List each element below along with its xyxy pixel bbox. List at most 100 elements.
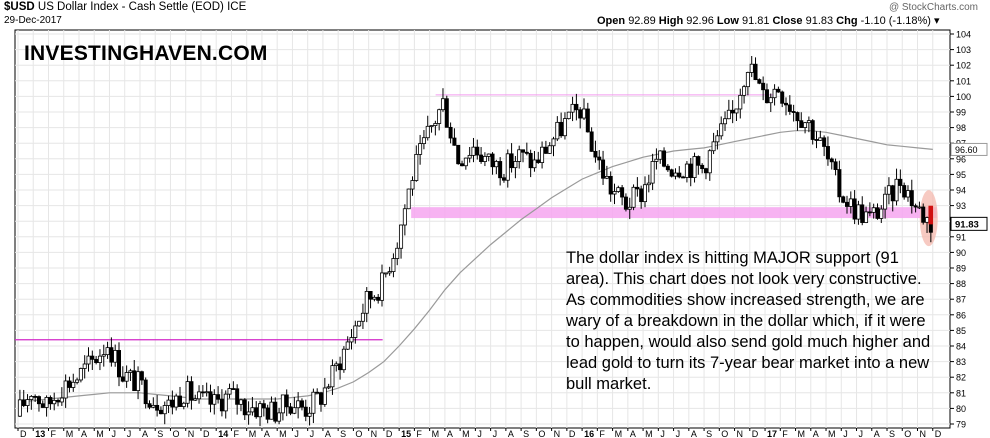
y-tick-label: 87	[956, 295, 966, 305]
x-tick-label: A	[142, 429, 148, 438]
close-value: 91.83	[805, 15, 834, 27]
candle-body	[848, 198, 853, 207]
x-tick-label: O	[172, 429, 179, 438]
candle-body	[540, 146, 545, 163]
candle-body	[322, 387, 327, 405]
candle-body	[467, 154, 472, 159]
candle-body	[856, 204, 861, 220]
x-tick-label: S	[706, 429, 712, 438]
candle-body	[117, 350, 122, 378]
candle-body	[684, 163, 689, 178]
candle-body	[433, 123, 438, 126]
chg-value: -1.10 (-1.18%)	[860, 15, 931, 27]
candle-body	[242, 399, 247, 416]
candle-body	[395, 247, 400, 259]
candle-body	[886, 185, 891, 195]
candle-body	[601, 159, 606, 179]
candle-body	[501, 177, 506, 181]
close-value-badge	[950, 216, 988, 231]
candle-body	[639, 188, 644, 203]
candle-body	[216, 394, 221, 400]
brand-watermark: INVESTINGHAVEN.COM	[24, 42, 268, 65]
candle-body	[913, 205, 918, 208]
close-label: Close	[772, 15, 803, 27]
x-tick-label: F	[50, 429, 56, 438]
price-badges: 96.60 91.83	[950, 142, 988, 231]
candle-body	[852, 198, 857, 220]
candle-body	[155, 404, 160, 411]
candle-body	[174, 395, 179, 408]
candle-body	[482, 155, 487, 162]
candle-body	[440, 98, 445, 111]
stockcharts-credit: @ StockCharts.com	[888, 2, 978, 13]
x-tick-label: J	[294, 429, 299, 438]
candle-body	[742, 86, 747, 96]
x-tick-label: J	[676, 429, 681, 438]
chevron-down-icon[interactable]: ▾	[934, 15, 940, 27]
candle-body	[296, 400, 301, 409]
x-tick-label: A	[630, 429, 636, 438]
candle-body	[197, 391, 202, 400]
candle-body	[905, 190, 910, 198]
y-tick-label: 85	[956, 326, 966, 336]
candle-body	[650, 161, 655, 184]
high-value: 92.96	[686, 15, 714, 27]
candle-body	[890, 185, 895, 202]
candle-body	[193, 398, 198, 401]
y-tick-label: 91	[956, 232, 966, 242]
candle-body	[806, 120, 811, 124]
candle-body	[509, 153, 514, 169]
candle-body	[223, 393, 228, 412]
candle-body	[703, 168, 708, 174]
candle-body	[105, 347, 110, 356]
x-axis: D 13 F M A M J J A S O N D 14 F M A M J J A S O N D 15 F M A M J J A S O N D…	[17, 428, 942, 438]
candle-body	[78, 368, 83, 381]
y-tick-label: 89	[956, 264, 966, 274]
candle-body	[109, 347, 114, 363]
candle-body	[128, 370, 133, 373]
candle-body	[521, 149, 526, 153]
candle-body	[555, 121, 560, 140]
candle-body	[17, 399, 22, 417]
candle-body	[597, 156, 602, 161]
x-tick-label: J	[493, 429, 498, 438]
candle-body	[52, 400, 57, 405]
x-tick-label: N	[737, 429, 744, 438]
candle-body	[246, 411, 251, 416]
candle-body	[825, 146, 830, 160]
candle-body	[303, 406, 308, 417]
x-tick-label: A	[691, 429, 697, 438]
candle-body	[334, 363, 339, 367]
candle-body	[425, 125, 430, 139]
candle-body	[479, 154, 484, 162]
x-tick-label: O	[904, 429, 911, 438]
candle-body	[909, 190, 914, 207]
candle-body	[803, 122, 808, 128]
candle-body	[437, 109, 442, 124]
chart-date: 29-Dec-2017	[4, 15, 62, 26]
x-tick-label: M	[645, 429, 653, 438]
x-tick-label: F	[416, 429, 422, 438]
x-tick-label: J	[127, 429, 132, 438]
y-tick-label: 83	[956, 357, 966, 367]
candle-body	[277, 412, 282, 422]
candle-body	[871, 207, 876, 213]
candle-body	[227, 388, 232, 395]
candle-body	[646, 182, 651, 186]
y-tick-label: 96	[956, 154, 966, 164]
candle-body	[662, 150, 667, 167]
candle-body	[505, 153, 510, 181]
x-tick-label: J	[660, 429, 665, 438]
close-value-text: 91.83	[955, 219, 979, 230]
candle-body	[231, 388, 236, 390]
y-tick-label: 86	[956, 310, 966, 320]
x-tick-label: M	[96, 429, 104, 438]
x-tick-label: S	[157, 429, 163, 438]
y-tick-label: 93	[956, 201, 966, 211]
x-tick-label: 16	[584, 429, 594, 438]
candle-body	[593, 150, 598, 158]
candle-body	[63, 380, 68, 399]
x-tick-label: D	[569, 429, 576, 438]
candle-body	[238, 399, 243, 405]
low-label: Low	[716, 15, 739, 27]
